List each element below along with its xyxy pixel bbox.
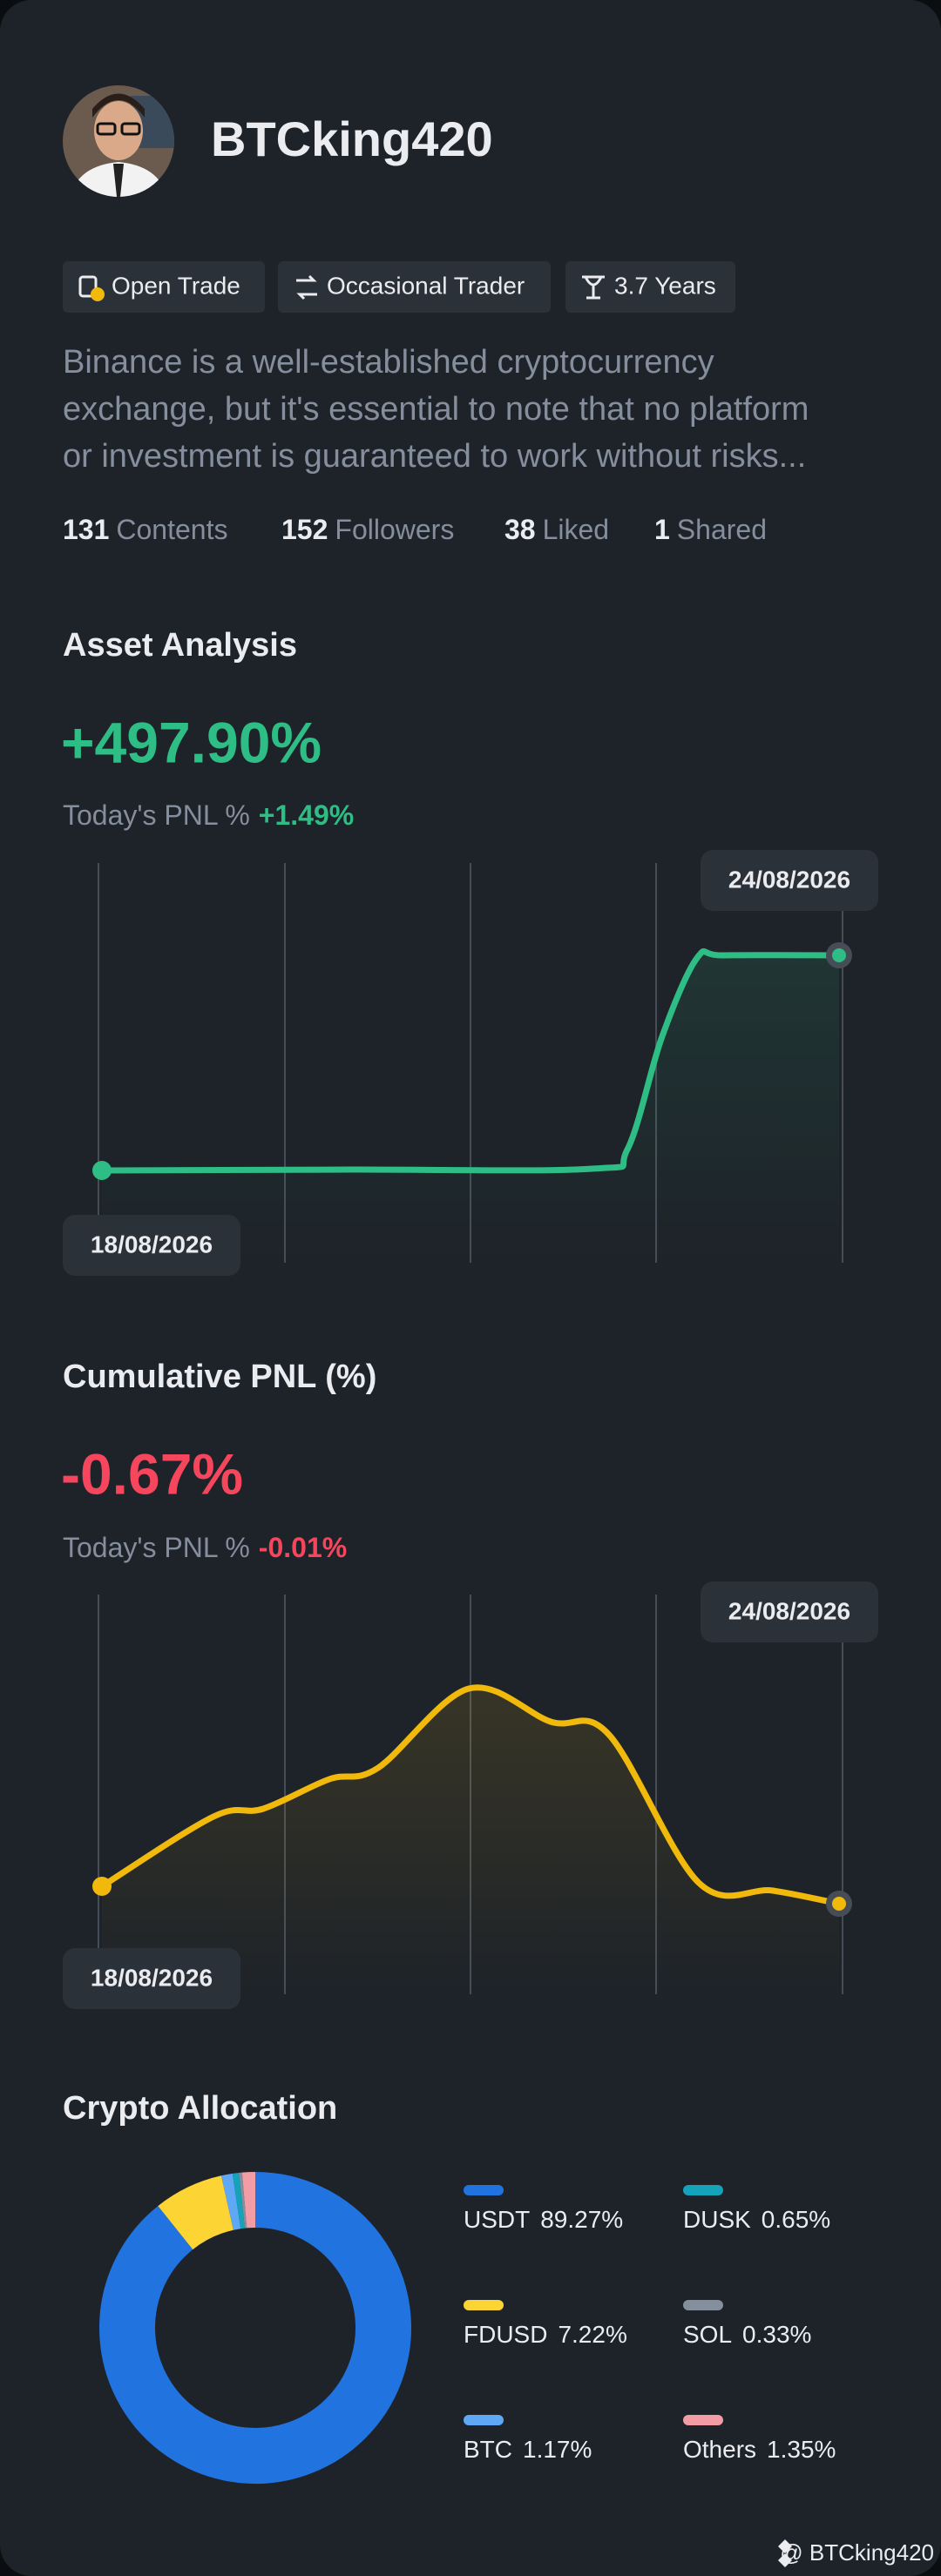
donut-segment — [158, 2175, 234, 2250]
legend-name: SOL — [683, 2321, 732, 2348]
tag-bg — [63, 261, 265, 313]
tag-icon — [582, 275, 605, 300]
curve-area — [102, 951, 839, 1263]
today-pnl: Today's PNL % +1.49% — [63, 799, 354, 831]
end-dot — [832, 948, 846, 962]
section-title: Asset Analysis — [63, 627, 297, 664]
tag-bg — [565, 261, 735, 313]
section-title: Cumulative PNL (%) — [63, 1359, 376, 1395]
legend-entry: USDT 89.27% — [464, 2206, 623, 2233]
legend-entry: SOL 0.33% — [683, 2321, 811, 2348]
description-line: exchange, but it's essential to note tha… — [63, 391, 809, 428]
donut-segment — [220, 2173, 241, 2230]
legend-swatch — [464, 2415, 504, 2425]
legend-value: 1.17% — [523, 2436, 592, 2463]
logo — [778, 2539, 792, 2567]
stat-value: 38 — [504, 514, 536, 545]
donut-segment — [99, 2172, 411, 2484]
start-date: 18/08/2026 — [91, 1231, 213, 1258]
legend-value: 7.22% — [558, 2321, 626, 2348]
start-dot — [92, 1877, 112, 1896]
legend-swatch — [683, 2185, 723, 2195]
description-line: or investment is guaranteed to work with… — [63, 438, 806, 475]
legend-swatch — [464, 2185, 504, 2195]
pnl-value: +497.90% — [61, 710, 322, 774]
date-badge — [63, 1948, 240, 2009]
end-dot — [832, 1897, 846, 1911]
legend-swatch — [683, 2300, 723, 2310]
legend-entry: BTC 1.17% — [464, 2436, 592, 2463]
tag: 3.7 Years — [614, 272, 716, 299]
section-title: Crypto Allocation — [63, 2090, 337, 2127]
tag-icon — [296, 274, 317, 300]
stat-label: Shared — [677, 514, 767, 545]
date-badge — [63, 1215, 240, 1276]
tag-bg — [278, 261, 551, 313]
legend-name: FDUSD — [464, 2321, 547, 2348]
legend-entry: DUSK 0.65% — [683, 2206, 830, 2233]
stat-value: 1 — [654, 514, 670, 545]
legend-value: 1.35% — [767, 2436, 836, 2463]
legend-name: Others — [683, 2436, 756, 2463]
stat-value: 131 — [63, 514, 109, 545]
curve-area — [102, 1687, 839, 1994]
today-label: Today's PNL % — [63, 1532, 250, 1563]
tag: Occasional Trader — [327, 272, 525, 299]
pnl-curve — [98, 947, 843, 1174]
legend-entry: FDUSD 7.22% — [464, 2321, 627, 2348]
end-date: 24/08/2026 — [728, 866, 850, 893]
today-value: +1.49% — [259, 799, 354, 831]
legend-name: BTC — [464, 2436, 512, 2463]
tag-icon — [78, 275, 105, 301]
username: BTCking420 — [211, 111, 493, 166]
stat-label: Liked — [543, 514, 610, 545]
today-label: Today's PNL % — [63, 799, 250, 831]
donut-segment — [232, 2172, 246, 2229]
stat-label: Followers — [335, 514, 454, 545]
date-badge — [701, 850, 878, 911]
avatar[interactable] — [63, 85, 174, 197]
stat-value: 152 — [281, 514, 328, 545]
legend-value: 0.33% — [742, 2321, 811, 2348]
legend-name: USDT — [464, 2206, 530, 2233]
stat-label: Contents — [116, 514, 227, 545]
legend-value: 89.27% — [540, 2206, 623, 2233]
donut-segment — [241, 2172, 256, 2229]
start-date: 18/08/2026 — [91, 1964, 213, 1991]
end-date: 24/08/2026 — [728, 1597, 850, 1624]
legend-swatch — [683, 2415, 723, 2425]
donut — [99, 2172, 411, 2484]
today-pnl: Today's PNL % -0.01% — [63, 1532, 347, 1563]
legend-value: 0.65% — [762, 2206, 830, 2233]
tag: Open Trade — [112, 272, 240, 299]
watermark: @ BTCking420 — [780, 2539, 934, 2566]
today-value: -0.01% — [259, 1532, 347, 1563]
pnl-value: -0.67% — [61, 1441, 243, 1506]
pnl-curve — [98, 1684, 843, 1907]
date-badge — [701, 1581, 878, 1642]
stats: 131 Contents 152 Followers 38 Liked 1 Shared — [63, 514, 767, 545]
legend-name: DUSK — [683, 2206, 751, 2233]
description-line: Binance is a well-established cryptocurr… — [63, 344, 714, 381]
legend: USDT 89.27% FDUSD 7.22% BTC 1.17% DUSK 0.65% SOL… — [464, 2185, 836, 2463]
start-dot — [92, 1161, 112, 1180]
legend-entry: Others 1.35% — [683, 2436, 836, 2463]
legend-swatch — [464, 2300, 504, 2310]
